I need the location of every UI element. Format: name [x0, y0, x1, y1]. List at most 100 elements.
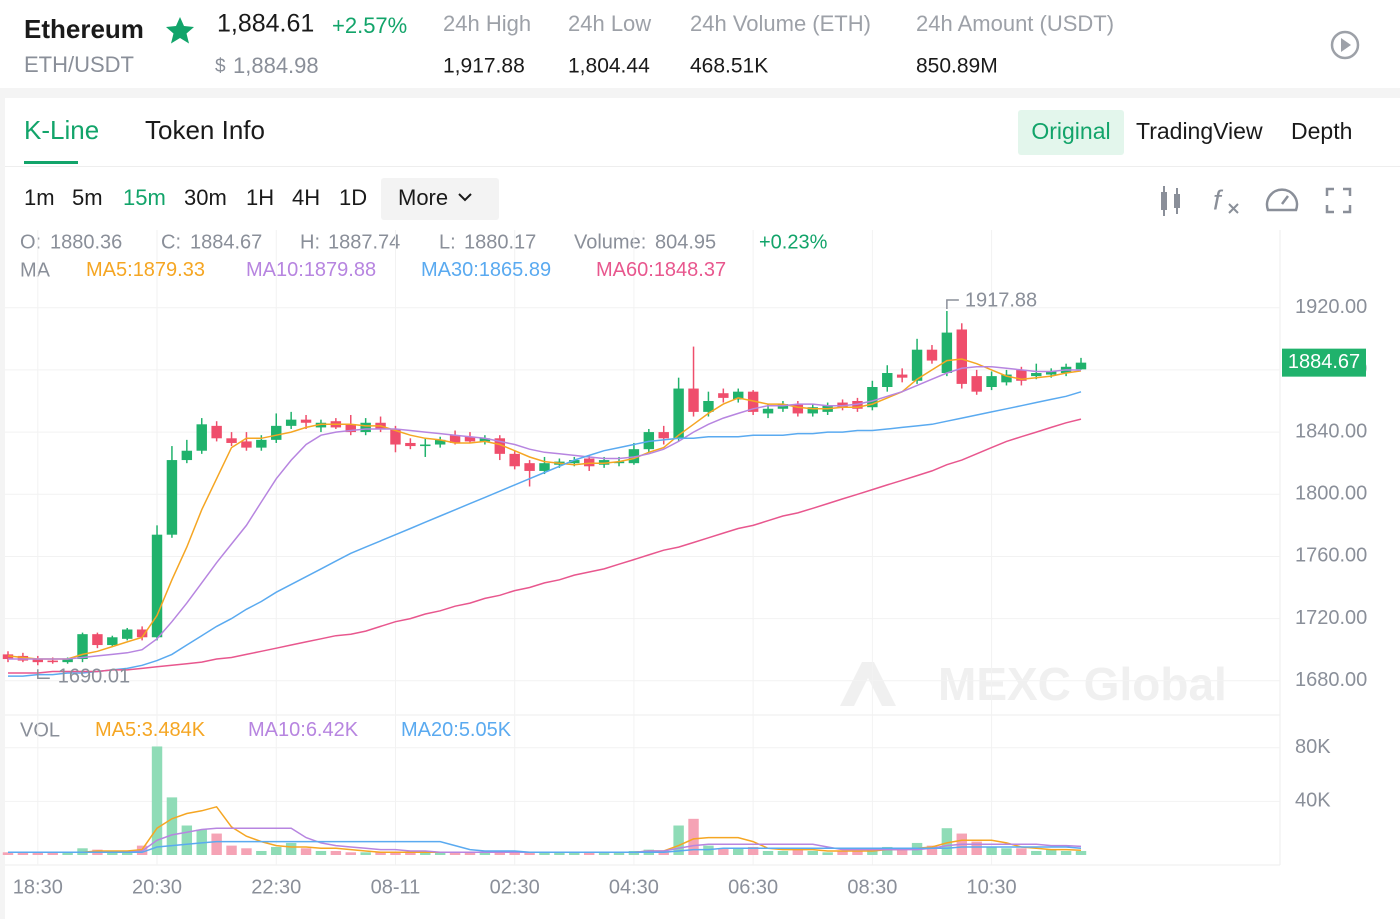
- x-tick-label: 06:30: [728, 876, 778, 898]
- ma-legend: MA30:1865.89: [421, 259, 551, 281]
- view-option[interactable]: Depth: [1291, 118, 1352, 144]
- volume-ma-legend: MA5:3.484K: [95, 719, 206, 741]
- candle-type-icon[interactable]: [1161, 186, 1180, 216]
- y-tick-label: 1760.00: [1295, 545, 1367, 567]
- settings-gauge-icon[interactable]: [1265, 188, 1299, 212]
- volume-bar: [718, 848, 729, 855]
- candle-body: [136, 629, 148, 638]
- volume-bar: [1016, 848, 1027, 855]
- stat-value: 850.89M: [916, 55, 998, 78]
- more-label[interactable]: More: [398, 185, 448, 210]
- ma-legend-name: MA30:: [421, 259, 479, 281]
- play-button[interactable]: [1330, 30, 1360, 60]
- candle-body: [196, 424, 207, 451]
- high-marker: 1917.88: [965, 289, 1037, 311]
- interval[interactable]: 30m: [184, 185, 227, 210]
- pair: ETH/USDT: [24, 52, 134, 77]
- candle-body: [971, 376, 982, 392]
- candle-body: [92, 634, 103, 646]
- candle-body: [926, 349, 938, 361]
- volume-ma-legend-name: MA10:: [248, 719, 306, 741]
- divider: [5, 166, 1400, 167]
- price-tag-label: 1884.67: [1288, 351, 1360, 373]
- candle-body: [211, 425, 222, 439]
- more-button[interactable]: [381, 178, 499, 220]
- usd-symbol: $: [215, 56, 226, 77]
- interval-active[interactable]: 15m: [123, 185, 166, 210]
- candle-body: [807, 407, 818, 414]
- candle-body: [181, 450, 193, 461]
- volume-bar: [479, 852, 491, 855]
- volume-bar: [792, 849, 804, 855]
- coin-name: Ethereum: [24, 14, 144, 44]
- candle-body: [539, 463, 550, 471]
- tab-active[interactable]: K-Line: [24, 115, 99, 145]
- volume-bar: [241, 848, 252, 855]
- volume-bar: [986, 846, 997, 855]
- ma-legend: MA5:1879.33: [86, 259, 205, 281]
- volume-bar: [420, 852, 431, 855]
- volume-bar: [971, 841, 982, 855]
- volume-bar: [32, 852, 44, 855]
- volume-bar: [330, 850, 342, 855]
- interval[interactable]: 1m: [24, 185, 55, 210]
- indicator-icon[interactable]: f: [1213, 184, 1224, 215]
- volume-bar: [807, 850, 818, 855]
- volume-ma-line: [8, 840, 1082, 854]
- volume-ma-legend-value: 3.484K: [142, 719, 206, 741]
- interval[interactable]: 5m: [72, 185, 103, 210]
- interval[interactable]: 1H: [246, 185, 274, 210]
- volume-bar: [524, 852, 535, 855]
- candle-body: [449, 435, 461, 443]
- candle-body: [1075, 362, 1087, 370]
- info-change: +0.23%: [759, 231, 828, 253]
- ma-line: [8, 391, 1082, 677]
- volume-bar: [777, 850, 789, 855]
- candle-body: [941, 332, 953, 374]
- stat-label: 24h Volume (ETH): [690, 11, 871, 36]
- view-option[interactable]: TradingView: [1136, 118, 1263, 144]
- watermark-logo: [840, 662, 896, 706]
- interval[interactable]: 1D: [339, 185, 367, 210]
- volume-ma-legend: MA10:6.42K: [248, 719, 359, 741]
- volume-bar: [166, 797, 178, 855]
- info-value: 1880.36: [50, 231, 122, 253]
- info-label: L:: [439, 231, 456, 253]
- x-tick-label: 08-11: [371, 876, 421, 898]
- candle-body: [643, 432, 655, 450]
- candle-body: [673, 388, 684, 439]
- high-marker-arrow: [946, 299, 959, 310]
- interval[interactable]: 4H: [292, 185, 320, 210]
- x-tick-label: 08:30: [847, 876, 897, 898]
- candle-body: [256, 439, 267, 448]
- fullscreen-icon[interactable]: [1325, 187, 1352, 214]
- candle-body: [688, 388, 699, 412]
- view-option[interactable]: Original: [1031, 118, 1110, 144]
- stat-label: 24h Low: [568, 11, 651, 36]
- volume-bar: [554, 852, 565, 855]
- usd-price: 1,884.98: [233, 53, 319, 78]
- candle-body: [62, 659, 73, 663]
- volume-bar: [598, 852, 610, 855]
- candle-body: [271, 425, 282, 440]
- ma-legend-value: 1879.33: [133, 259, 205, 281]
- last-price: 1,884.61: [217, 10, 314, 38]
- candle-body: [166, 460, 178, 535]
- view-button-active[interactable]: [1018, 110, 1124, 155]
- candle-body: [345, 424, 356, 433]
- x-tick-label: 22:30: [251, 876, 301, 898]
- info-label: C:: [161, 231, 181, 253]
- volume-bar: [583, 852, 595, 855]
- volume-bar: [47, 852, 58, 855]
- ma-legend-name: MA5:: [86, 259, 133, 281]
- candle-body: [32, 659, 44, 663]
- candle-body: [986, 376, 997, 388]
- favorite-star[interactable]: [166, 17, 194, 44]
- candle-body: [360, 422, 371, 433]
- candle-body: [494, 438, 506, 454]
- tab[interactable]: Token Info: [145, 115, 265, 145]
- volume-bar: [181, 825, 193, 855]
- candle-body: [852, 400, 863, 409]
- candle-body: [1001, 374, 1012, 383]
- candle-body: [569, 460, 580, 464]
